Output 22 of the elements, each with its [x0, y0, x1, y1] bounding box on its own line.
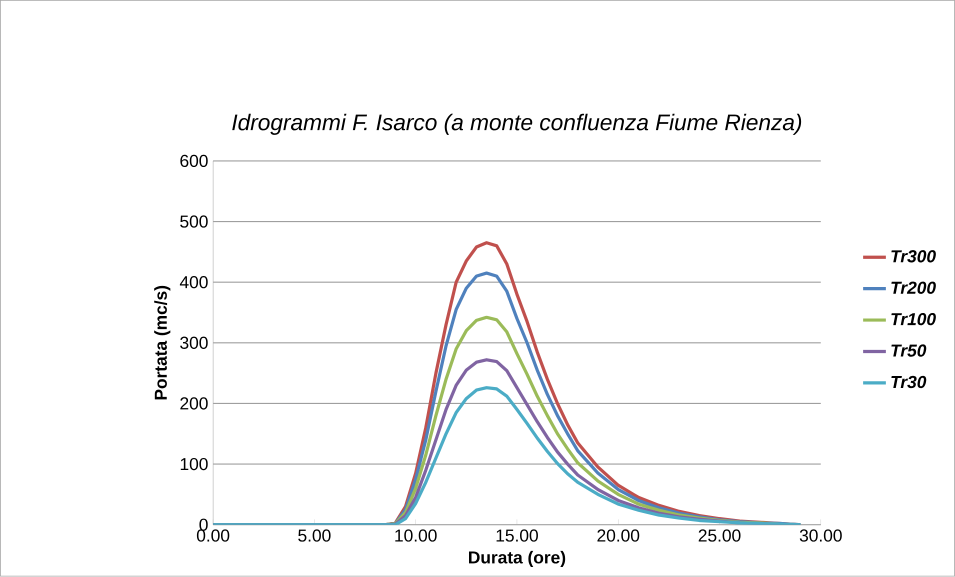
y-axis-title: Portata (mc/s): [154, 286, 170, 400]
legend-label: Tr300: [891, 250, 936, 263]
legend-label: Tr100: [891, 313, 936, 326]
legend-label: Tr50: [891, 344, 926, 357]
x-tick-label: 30.00: [800, 530, 842, 542]
y-tick-label: 200: [180, 398, 208, 410]
x-axis-title: Durata (ore): [469, 551, 566, 568]
legend-label: Tr200: [891, 282, 936, 294]
y-tick-label: 0: [199, 518, 208, 532]
y-tick-label: 600: [180, 155, 208, 168]
x-tick-label: 5.00: [298, 530, 331, 542]
y-tick-label: 300: [180, 336, 208, 350]
x-tick-label: 25.00: [698, 530, 741, 542]
y-tick-label: 500: [180, 216, 208, 228]
x-tick-label: 0.00: [196, 530, 230, 542]
x-tick-label: 10.00: [395, 530, 437, 542]
chart-title: Idrogrammi F. Isarco (a monte confluenza Fiume Rienza): [232, 114, 802, 136]
y-tick-label: 100: [180, 458, 208, 470]
legend-label: Tr30: [891, 376, 926, 388]
x-tick-label: 20.00: [597, 530, 640, 542]
y-tick-label: 400: [180, 276, 208, 289]
x-tick-label: 15.00: [496, 530, 538, 542]
